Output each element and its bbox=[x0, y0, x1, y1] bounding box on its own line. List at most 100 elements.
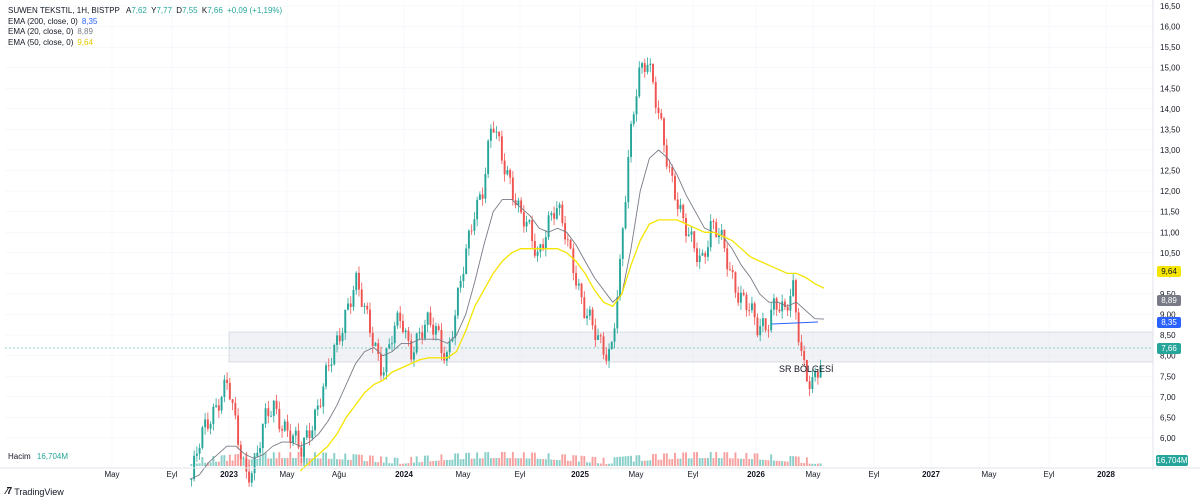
volume-bar bbox=[272, 452, 275, 466]
candle-body bbox=[333, 345, 336, 365]
volume-bar bbox=[811, 463, 814, 466]
candle-body bbox=[421, 332, 424, 339]
candle-body bbox=[624, 202, 627, 229]
indicator-ema50[interactable]: EMA (50, close, 0) 9,64 bbox=[8, 38, 282, 49]
volume-legend[interactable]: Hacim 16,704M bbox=[8, 452, 68, 461]
volume-bar bbox=[553, 459, 556, 466]
volume-bar bbox=[575, 455, 578, 466]
volume-bar bbox=[641, 460, 643, 466]
volume-bar bbox=[459, 459, 462, 466]
volume-bar bbox=[237, 454, 240, 466]
candle-body bbox=[270, 415, 273, 417]
candle-body bbox=[481, 194, 484, 199]
volume-bar bbox=[819, 463, 822, 466]
candle-body bbox=[259, 448, 262, 453]
volume-bar bbox=[248, 459, 251, 466]
tradingview-logo[interactable]: ⁄7 TradingView bbox=[6, 486, 64, 497]
volume-bar bbox=[401, 463, 404, 466]
y-tick-label: 15,00 bbox=[1160, 64, 1181, 73]
candle-body bbox=[369, 309, 371, 334]
candle-body bbox=[300, 447, 303, 457]
volume-bar bbox=[234, 454, 237, 466]
candle-body bbox=[759, 326, 762, 336]
volume-bar bbox=[569, 460, 572, 466]
indicator-label: EMA (200, close, 0) bbox=[8, 16, 78, 26]
candle-body bbox=[610, 341, 613, 350]
volume-bar bbox=[808, 463, 811, 466]
candle-body bbox=[484, 173, 487, 199]
candle-body bbox=[643, 63, 646, 72]
candle-body bbox=[380, 354, 382, 376]
volume-bar bbox=[742, 458, 745, 466]
volume-bar bbox=[396, 457, 399, 466]
candle-body bbox=[473, 219, 476, 231]
trend-line[interactable] bbox=[771, 321, 819, 325]
candle-body bbox=[190, 479, 193, 480]
volume-bar bbox=[509, 458, 512, 466]
volume-bar bbox=[297, 452, 300, 466]
candle-body bbox=[498, 131, 501, 137]
candle-body bbox=[739, 292, 742, 303]
volume-bar bbox=[511, 452, 514, 466]
volume-bar bbox=[685, 452, 687, 466]
symbol-title[interactable]: SUWEN TEKSTIL, 1H, BISTPP bbox=[8, 6, 120, 15]
candle-body bbox=[212, 406, 215, 425]
volume-bar bbox=[377, 462, 380, 466]
volume-bar bbox=[792, 456, 795, 466]
candle-body bbox=[489, 128, 492, 141]
candle-body bbox=[778, 309, 781, 312]
volume-bar bbox=[190, 464, 193, 466]
candle-body bbox=[627, 156, 630, 203]
candle-body bbox=[528, 220, 531, 222]
volume-bar bbox=[586, 462, 589, 466]
volume-bar bbox=[701, 458, 704, 466]
volume-bar bbox=[761, 459, 764, 466]
candle-body bbox=[756, 317, 759, 336]
volume-bar bbox=[286, 458, 289, 466]
candle-body bbox=[396, 312, 399, 326]
candle-body bbox=[591, 309, 594, 326]
candle-body bbox=[558, 204, 561, 209]
candle-body bbox=[745, 294, 748, 311]
y-tick-label: 13,50 bbox=[1160, 125, 1181, 134]
volume-bar bbox=[412, 462, 415, 466]
volume-bar bbox=[325, 452, 327, 466]
volume-bar bbox=[484, 452, 487, 466]
volume-bar bbox=[220, 455, 223, 466]
time-axis[interactable]: May Eyl 2023 May Ağu 2024 May Eyl 2025 May Eyl 2026… bbox=[104, 470, 1115, 479]
candle-body bbox=[704, 253, 707, 257]
candle-body bbox=[209, 424, 212, 429]
volume-bar bbox=[366, 461, 369, 466]
volume-bar bbox=[544, 459, 547, 466]
candle-body bbox=[520, 200, 523, 213]
candle-body bbox=[517, 200, 520, 206]
candle-body bbox=[525, 221, 528, 227]
volume-bar bbox=[495, 458, 498, 466]
indicator-ema20[interactable]: EMA (20, close, 0) 8,89 bbox=[8, 27, 282, 38]
volume-bar bbox=[209, 462, 212, 466]
volume-bar bbox=[536, 458, 539, 466]
volume-bar bbox=[281, 458, 284, 466]
volume-bar bbox=[393, 457, 396, 466]
candle-body bbox=[217, 405, 220, 411]
change-value: +0,09 (+1,19%) bbox=[227, 6, 283, 15]
volume-bar bbox=[690, 458, 693, 466]
volume-bar bbox=[547, 453, 550, 466]
candle-body bbox=[709, 221, 712, 248]
candle-body bbox=[242, 458, 245, 460]
volume-bar bbox=[630, 455, 632, 466]
price-axis[interactable]: 6,006,507,007,508,008,509,009,5010,0010,… bbox=[1160, 2, 1181, 443]
x-tick-label: May bbox=[805, 470, 820, 479]
indicator-ema200[interactable]: EMA (200, close, 0) 8,35 bbox=[8, 17, 282, 28]
candle-body bbox=[783, 301, 786, 307]
volume-bar bbox=[583, 456, 586, 466]
volume-bar bbox=[770, 454, 773, 466]
volume-badge: 16,704M bbox=[1156, 455, 1188, 466]
candle-body bbox=[239, 444, 242, 460]
volume-bar bbox=[643, 460, 646, 466]
sr-zone-label[interactable]: SR BÖLGESİ bbox=[779, 364, 834, 374]
candle-body bbox=[250, 473, 253, 483]
volume-bar bbox=[707, 458, 709, 466]
volume-bar bbox=[767, 460, 770, 466]
